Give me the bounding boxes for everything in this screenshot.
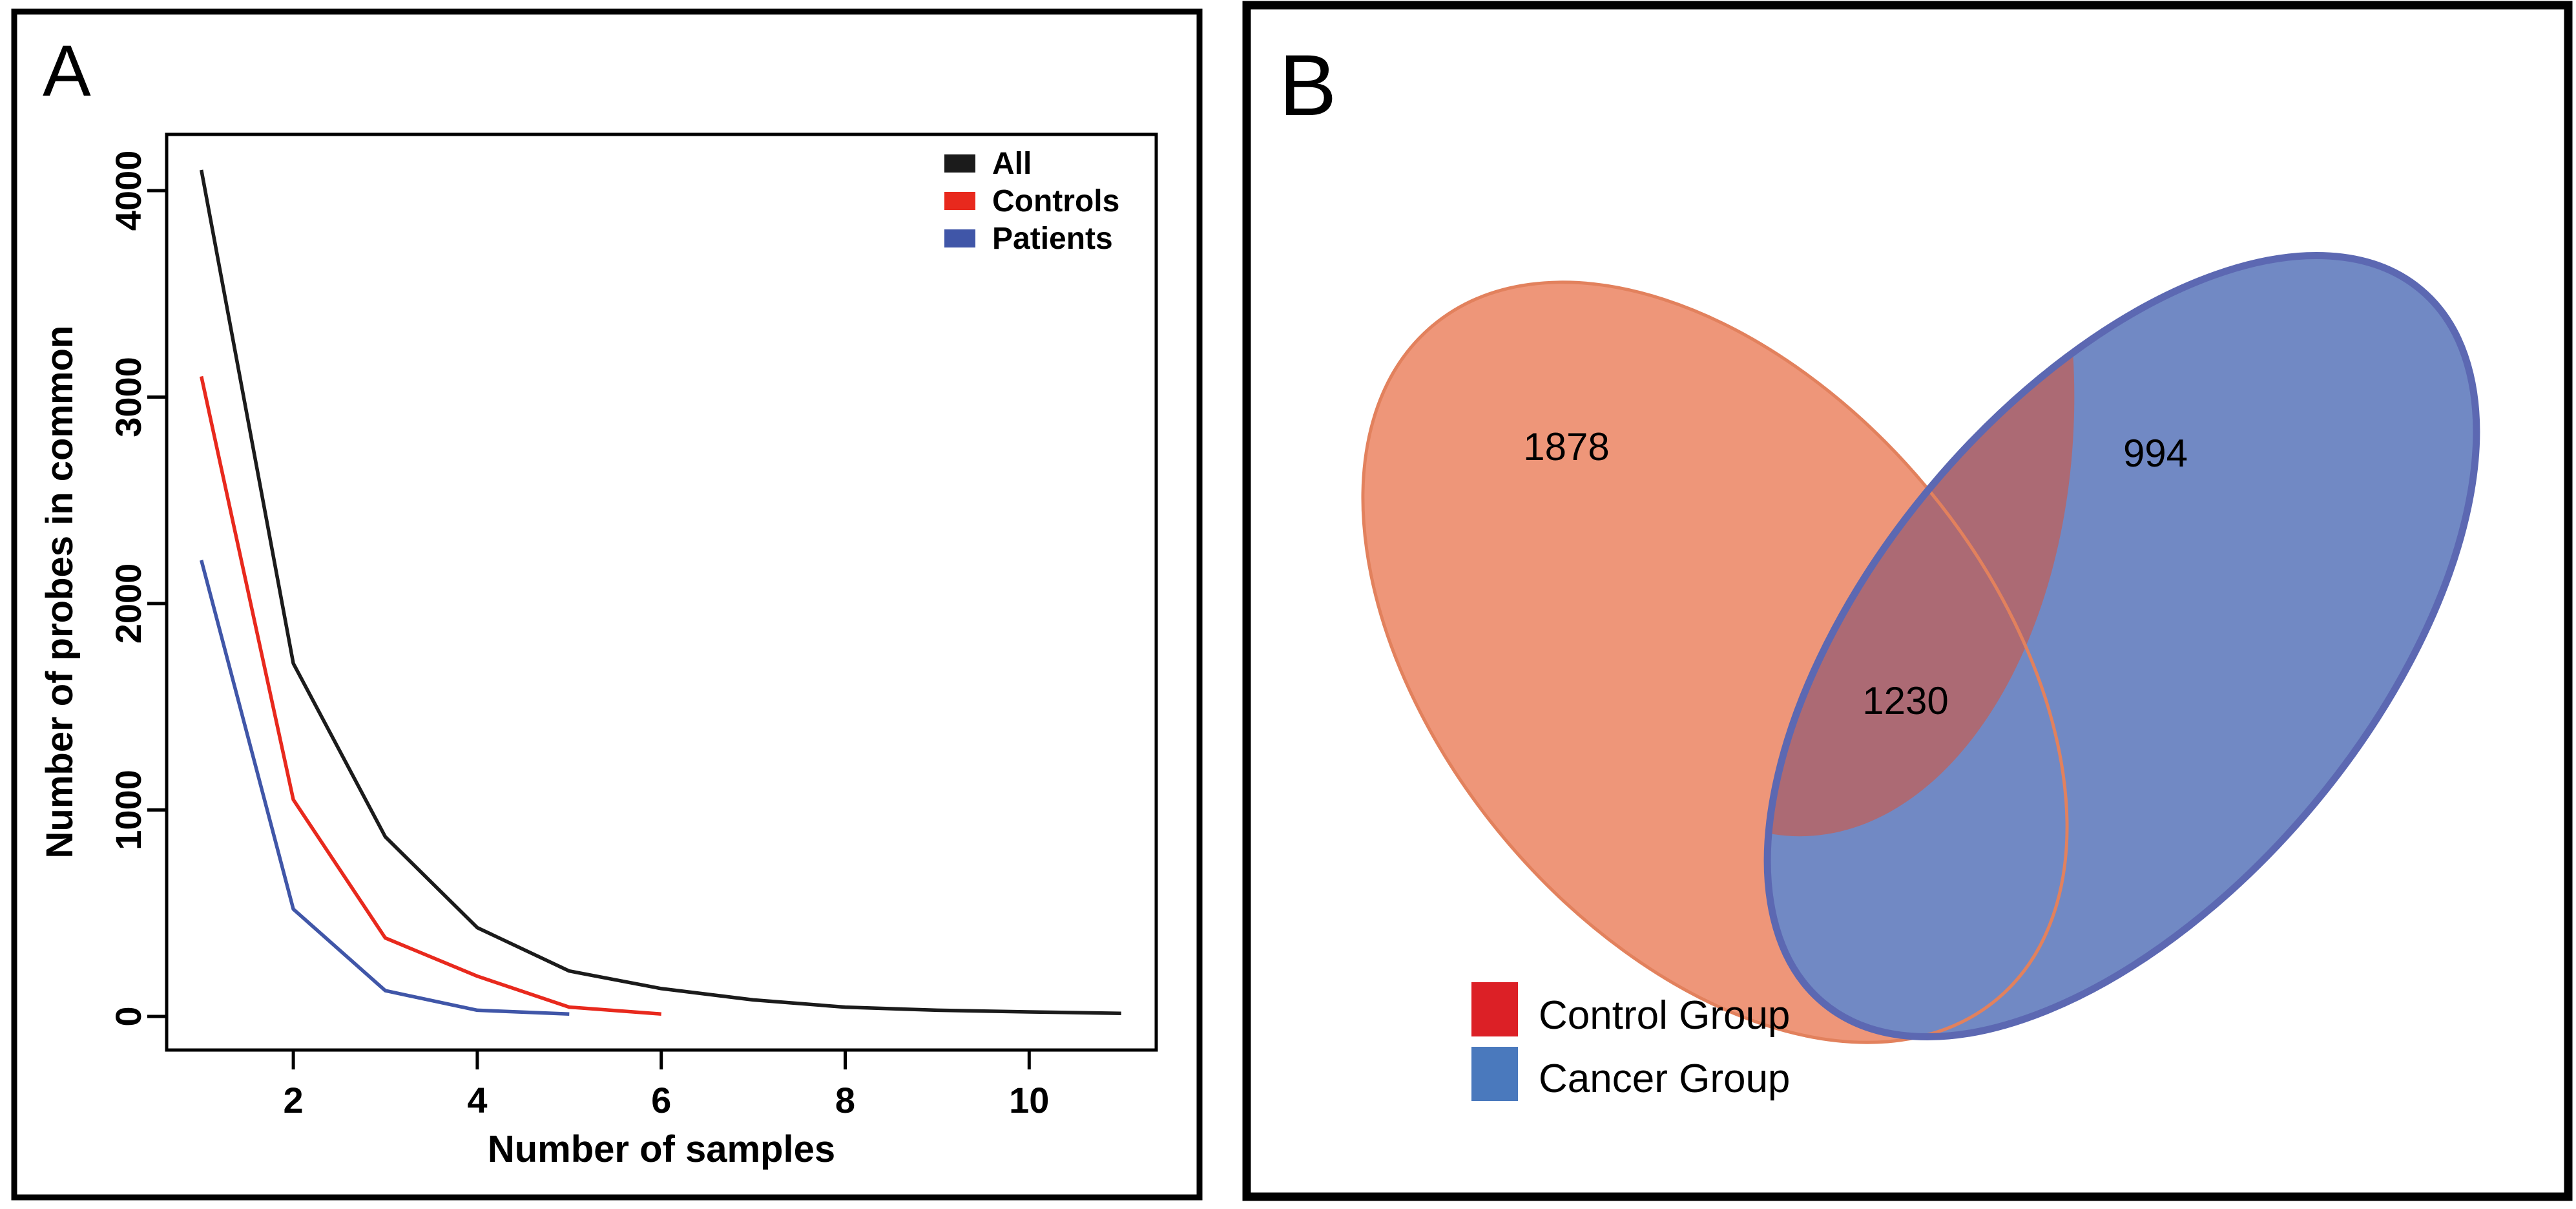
legend-label-all: All (992, 147, 1032, 181)
venn-ellipse-cancer-outline (1763, 251, 2480, 1041)
y-tick-label: 4000 (108, 151, 149, 231)
legend-label-cancer-group: Cancer Group (1539, 1057, 1790, 1101)
x-tick-label: 6 (651, 1080, 671, 1120)
venn-legend: Control Group Cancer Group (1471, 982, 1790, 1101)
y-axis-title: Number of probes in common (39, 326, 81, 859)
legend-label-controls: Controls (992, 184, 1119, 218)
line-series (199, 169, 1121, 1016)
x-tick-label: 8 (835, 1080, 855, 1120)
legend-swatch-control-group (1471, 982, 1518, 1036)
series-line-patients (200, 560, 570, 1016)
y-tick-label: 2000 (108, 563, 149, 644)
y-tick-label: 0 (108, 1006, 149, 1026)
panel-b-border (1242, 1, 2573, 1201)
venn-count-cancer-only: 994 (2123, 432, 2188, 475)
axis-ticks: 0 1000 2000 3000 4000 2 4 6 8 10 (108, 151, 1049, 1120)
legend-swatch-all (944, 154, 975, 173)
venn-ellipse-cancer (1767, 255, 2477, 1037)
legend-swatch-controls (944, 192, 975, 210)
x-axis-title: Number of samples (488, 1128, 835, 1170)
x-tick-label: 10 (1009, 1080, 1049, 1120)
legend-swatch-cancer-group (1471, 1047, 1518, 1101)
panel-a-label: A (43, 30, 91, 111)
panel-a-border (11, 8, 1203, 1201)
plot-box (165, 132, 1158, 1052)
y-tick-label: 3000 (108, 357, 149, 437)
legend-label-patients: Patients (992, 222, 1113, 256)
x-tick-label: 2 (284, 1080, 304, 1120)
series-line-controls (200, 375, 661, 1016)
x-tick-label: 4 (467, 1080, 487, 1120)
legend-swatch-patients (944, 229, 975, 247)
venn-ellipse-control-outline (1361, 280, 2069, 1044)
venn-count-control-only: 1878 (1523, 425, 1609, 468)
venn-count-overlap: 1230 (1862, 679, 1948, 722)
panel-b: B 1878 994 1230 Control Group Cancer Gro… (1242, 1, 2573, 1201)
series-line-all (199, 169, 1121, 1015)
panel-b-label: B (1279, 37, 1336, 134)
legend-label-control-group: Control Group (1539, 993, 1790, 1038)
y-tick-label: 1000 (108, 770, 149, 850)
